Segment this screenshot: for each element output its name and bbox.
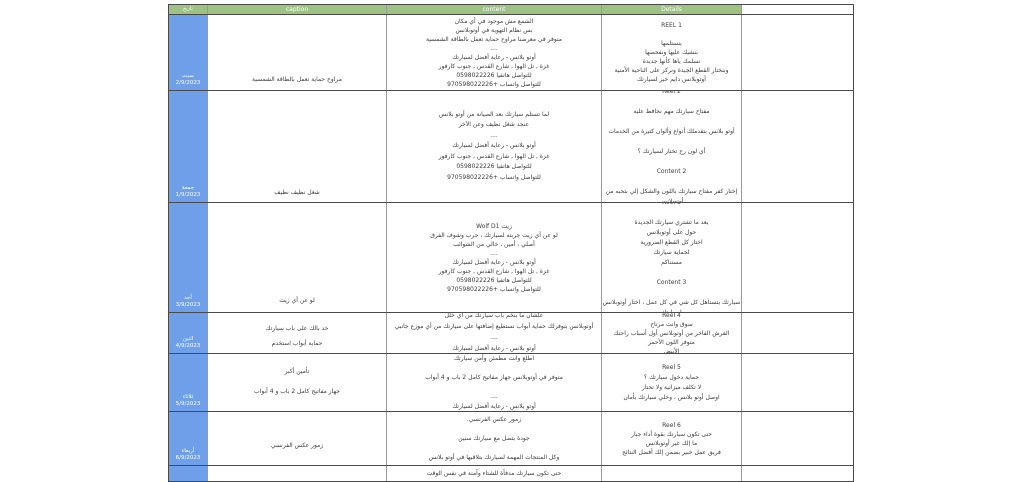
table-row: أربعاء 6/9/2023 زمور عكس الفرنسي زمور عكس… [169, 412, 853, 466]
caption-cell[interactable]: تأمين أكبر جهاز مفاتيح كامل 2 باب و 4 أب… [207, 354, 386, 411]
extra-cell[interactable] [741, 203, 853, 312]
details-cell[interactable]: Reel 4 سوق وانت مرتاح الفرش الفاخر من أو… [601, 313, 741, 353]
day-label: اثنين [182, 336, 194, 342]
table-row: ثلاثاء 5/9/2023 تأمين أكبر جهاز مفاتيح كا… [169, 354, 853, 412]
details-cell[interactable]: Reel 5 حماية دخول سيارتك ؟ لا تكلف ميزان… [601, 354, 741, 411]
date-label: 3/9/2023 [175, 301, 201, 308]
content-cell[interactable]: لما تستلم سيارتك بعد الصيانة من أوتو بلا… [386, 91, 601, 202]
details-cell[interactable] [601, 466, 741, 481]
extra-cell[interactable] [741, 412, 853, 465]
table-row: حتى تكون سيارتك مدفأة للشتاء وآمنة في نف… [169, 466, 853, 482]
caption-cell[interactable] [207, 466, 386, 481]
date-cell[interactable]: جمعة 1/9/2023 [169, 91, 207, 202]
day-label: أربعاء [181, 448, 195, 454]
caption-cell[interactable]: شغل نظيف نظيف [207, 91, 386, 202]
content-cell[interactable]: علشان ما ينخم باب سيارتك من أي خلل أوتوب… [386, 313, 601, 353]
details-cell[interactable]: Reel 6 حتى تكون سيارتك بقوة أداء جبار ما… [601, 412, 741, 465]
date-label: 4/9/2023 [175, 342, 201, 349]
content-cell[interactable]: الشمع مش موجود في أي مكان بس نظام التهوي… [386, 15, 601, 90]
day-label: جمعة [181, 185, 195, 191]
day-label: سبت [182, 73, 194, 79]
column-header-caption[interactable]: caption [207, 5, 386, 14]
column-header-date[interactable]: تاريخ [169, 5, 207, 14]
caption-cell[interactable]: مراوح حماية تعمل بالطاقة الشمسية [207, 15, 386, 90]
date-label: 6/9/2023 [175, 454, 201, 461]
column-header-content[interactable]: content [386, 5, 601, 14]
table-row: اثنين 4/9/2023 خد بالك على باب سيارتك حما… [169, 313, 853, 354]
spreadsheet-table: تاريخ caption content Details سبت 2/9/202… [168, 4, 854, 482]
extra-cell[interactable] [741, 354, 853, 411]
column-header-details[interactable]: Details [601, 5, 741, 14]
content-cell[interactable]: حتى تكون سيارتك مدفأة للشتاء وآمنة في نف… [386, 466, 601, 481]
extra-cell[interactable] [741, 91, 853, 202]
date-label: 5/9/2023 [175, 400, 201, 407]
date-cell[interactable]: سبت 2/9/2023 [169, 15, 207, 90]
caption-cell[interactable]: لو عن أي زيت [207, 203, 386, 312]
table-row: جمعة 1/9/2023 شغل نظيف نظيف لما تستلم سيا… [169, 91, 853, 203]
date-cell[interactable] [169, 466, 207, 481]
content-cell[interactable]: زمور عكس الفرنسي. جودة بتضل مع سيارتك سن… [386, 412, 601, 465]
date-cell[interactable]: أربعاء 6/9/2023 [169, 412, 207, 465]
date-label: 1/9/2023 [175, 191, 201, 198]
caption-cell[interactable]: زمور عكس الفرنسي [207, 412, 386, 465]
day-label: ثلاثاء [182, 394, 194, 400]
extra-cell[interactable] [741, 313, 853, 353]
day-label: أحد [184, 295, 192, 301]
table-row: سبت 2/9/2023 مراوح حماية تعمل بالطاقة الش… [169, 15, 853, 91]
extra-cell[interactable] [741, 15, 853, 90]
table-row: أحد 3/9/2023 لو عن أي زيت زيت Wolf D1 لو … [169, 203, 853, 313]
extra-cell[interactable] [741, 466, 853, 481]
date-cell[interactable]: أحد 3/9/2023 [169, 203, 207, 312]
content-cell[interactable]: اطلع وانت مطمئن وأمن سيارتك متوفر في أوت… [386, 354, 601, 411]
content-cell[interactable]: زيت Wolf D1 لو عن أي زيت جربته لسيارتك ،… [386, 203, 601, 312]
caption-cell[interactable]: خد بالك على باب سيارتك حماية أبواب استخد… [207, 313, 386, 353]
date-cell[interactable]: اثنين 4/9/2023 [169, 313, 207, 353]
date-label: 2/9/2023 [175, 79, 201, 86]
date-cell[interactable]: ثلاثاء 5/9/2023 [169, 354, 207, 411]
details-cell[interactable]: Reel 3 بعد ما تشتري سيارتك الجديدة حول ع… [601, 203, 741, 312]
column-header-extra[interactable] [741, 5, 853, 14]
details-cell[interactable]: REEL 1 بنستلمها بنشيك عليها ونفحصها نسلم… [601, 15, 741, 90]
details-cell[interactable]: Reel 2 مفتاح سيارتك مهم نحافظ عليه أوتو … [601, 91, 741, 202]
header-row: تاريخ caption content Details [169, 5, 853, 15]
